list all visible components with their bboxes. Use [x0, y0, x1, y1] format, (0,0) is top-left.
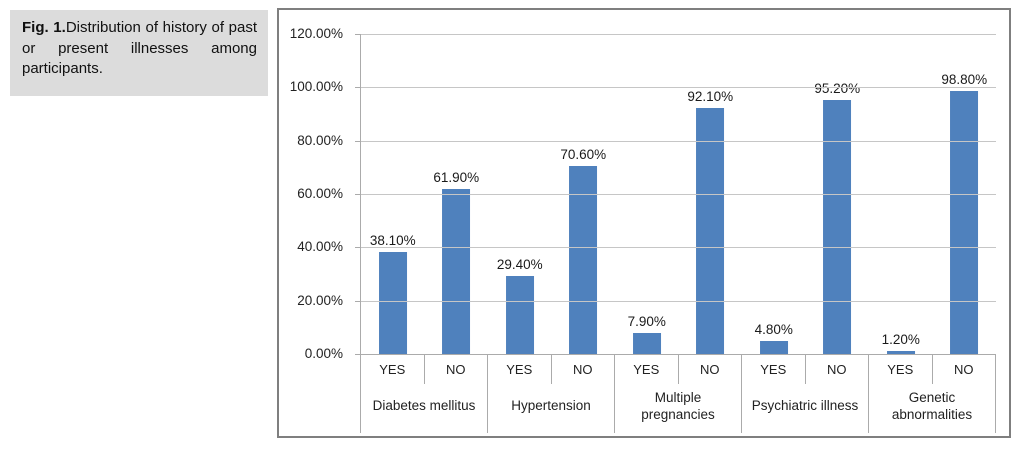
bar	[886, 350, 915, 354]
y-axis-tick	[355, 34, 361, 35]
bar-slot: 38.10%	[361, 34, 425, 354]
bar-value-label: 70.60%	[560, 146, 607, 162]
gridline	[361, 194, 996, 195]
y-axis-tick-label: 100.00%	[289, 79, 343, 95]
bar	[505, 275, 534, 354]
bar-value-label: 95.20%	[814, 81, 861, 97]
x-axis-group-label: Diabetes mellitus	[372, 398, 476, 414]
y-axis-tick	[355, 87, 361, 89]
x-axis-sub-label: YES	[742, 354, 806, 384]
category-group: YES NO Diabetes mellitus	[361, 354, 488, 433]
category-group: YES NO Psychiatric illness	[742, 354, 869, 433]
x-axis-sub-label: NO	[446, 361, 466, 377]
bar-value-label: 1.20%	[881, 331, 920, 347]
x-axis-sub-label: YES	[488, 354, 552, 384]
gridline	[361, 34, 996, 35]
x-axis-group-label: Hypertension	[511, 398, 591, 414]
y-axis-tick	[355, 140, 361, 142]
x-axis-group-label: Genetic abnormalities	[891, 389, 973, 422]
bar-slot: 4.80%	[742, 34, 806, 354]
x-axis-sub-label: YES	[869, 354, 933, 384]
bar-value-label: 29.40%	[496, 256, 543, 272]
gridline	[361, 354, 996, 355]
bars-container: 38.10% 61.90% 29.40% 70.60% 7.90% 92.10% 4.80%…	[361, 34, 996, 354]
bar	[823, 100, 852, 354]
gridline	[361, 140, 996, 142]
x-axis-sub-label: NO	[827, 361, 847, 377]
bar-slot: 92.10%	[679, 34, 743, 354]
bar-slot: 7.90%	[615, 34, 679, 354]
figure-caption-text: Distribution of history of past or prese…	[22, 19, 257, 78]
bar-slot: 1.20%	[869, 34, 933, 354]
bar	[442, 188, 471, 354]
bar-group: 38.10% 61.90%	[361, 34, 488, 354]
bar	[378, 252, 407, 354]
y-axis-tick	[355, 194, 361, 195]
y-axis-tick	[355, 300, 361, 302]
subcategory-row: YES NO	[488, 354, 614, 384]
x-axis-group-label: Multiple pregnancies	[641, 389, 715, 422]
bar-slot: 61.90%	[425, 34, 489, 354]
subcategory-row: YES NO	[869, 354, 995, 384]
bar	[696, 108, 725, 354]
y-axis-tick-label: 20.00%	[297, 292, 343, 308]
bar-group: 7.90% 92.10%	[615, 34, 742, 354]
category-group: YES NO Hypertension	[488, 354, 615, 433]
gridline	[361, 300, 996, 302]
category-group: YES NO Genetic abnormalities	[869, 354, 996, 433]
bar-group: 1.20% 98.80%	[869, 34, 996, 354]
bar-value-label: 98.80%	[941, 71, 988, 87]
y-axis-tick-label: 60.00%	[297, 186, 343, 201]
figure-caption: Fig. 1.Distribution of history of past o…	[10, 10, 268, 96]
bar-chart: 120.00% 100.00% 80.00% 60.00% 40.00% 20.00% 0.…	[277, 8, 1011, 438]
bar-group: 29.40% 70.60%	[488, 34, 615, 354]
x-axis: YES NO Diabetes mellitus YES NO Hypertension Y…	[360, 354, 996, 433]
bar-value-label: 7.90%	[627, 313, 666, 329]
y-axis-tick-label: 0.00%	[304, 346, 343, 361]
y-axis-labels: 120.00% 100.00% 80.00% 60.00% 40.00% 20.00% 0.…	[279, 26, 355, 361]
bar	[950, 90, 979, 354]
bar-value-label: 4.80%	[754, 322, 793, 338]
subcategory-row: YES NO	[742, 354, 868, 384]
x-axis-sub-label: NO	[954, 361, 974, 377]
subcategory-row: YES NO	[361, 354, 487, 384]
x-axis-group-label: Psychiatric illness	[751, 398, 859, 414]
bar	[569, 165, 598, 354]
bar-slot: 29.40%	[488, 34, 552, 354]
y-axis-tick-label: 40.00%	[297, 239, 343, 255]
y-axis-tick	[355, 354, 361, 355]
y-axis-tick	[355, 247, 361, 249]
plot-area: 38.10% 61.90% 29.40% 70.60% 7.90% 92.10% 4.80%…	[355, 34, 996, 355]
y-axis-tick-label: 80.00%	[297, 132, 343, 148]
bar-value-label: 92.10%	[687, 89, 734, 105]
bar	[632, 332, 661, 354]
figure-caption-label: Fig. 1.	[22, 19, 66, 36]
subcategory-row: YES NO	[615, 354, 741, 384]
bar-slot: 98.80%	[933, 34, 997, 354]
x-axis-sub-label: NO	[700, 361, 720, 377]
category-group: YES NO Multiple pregnancies	[615, 354, 742, 433]
y-axis-tick-label: 120.00%	[289, 26, 343, 41]
gridline	[361, 87, 996, 89]
bar-value-label: 61.90%	[433, 169, 480, 185]
bar	[759, 341, 788, 354]
x-axis-sub-label: YES	[615, 354, 679, 384]
gridline	[361, 247, 996, 249]
x-axis-sub-label: YES	[361, 354, 425, 384]
bar-value-label: 38.10%	[369, 233, 416, 249]
bar-slot: 95.20%	[806, 34, 870, 354]
x-axis-sub-label: NO	[573, 361, 593, 377]
bar-slot: 70.60%	[552, 34, 616, 354]
bar-group: 4.80% 95.20%	[742, 34, 869, 354]
